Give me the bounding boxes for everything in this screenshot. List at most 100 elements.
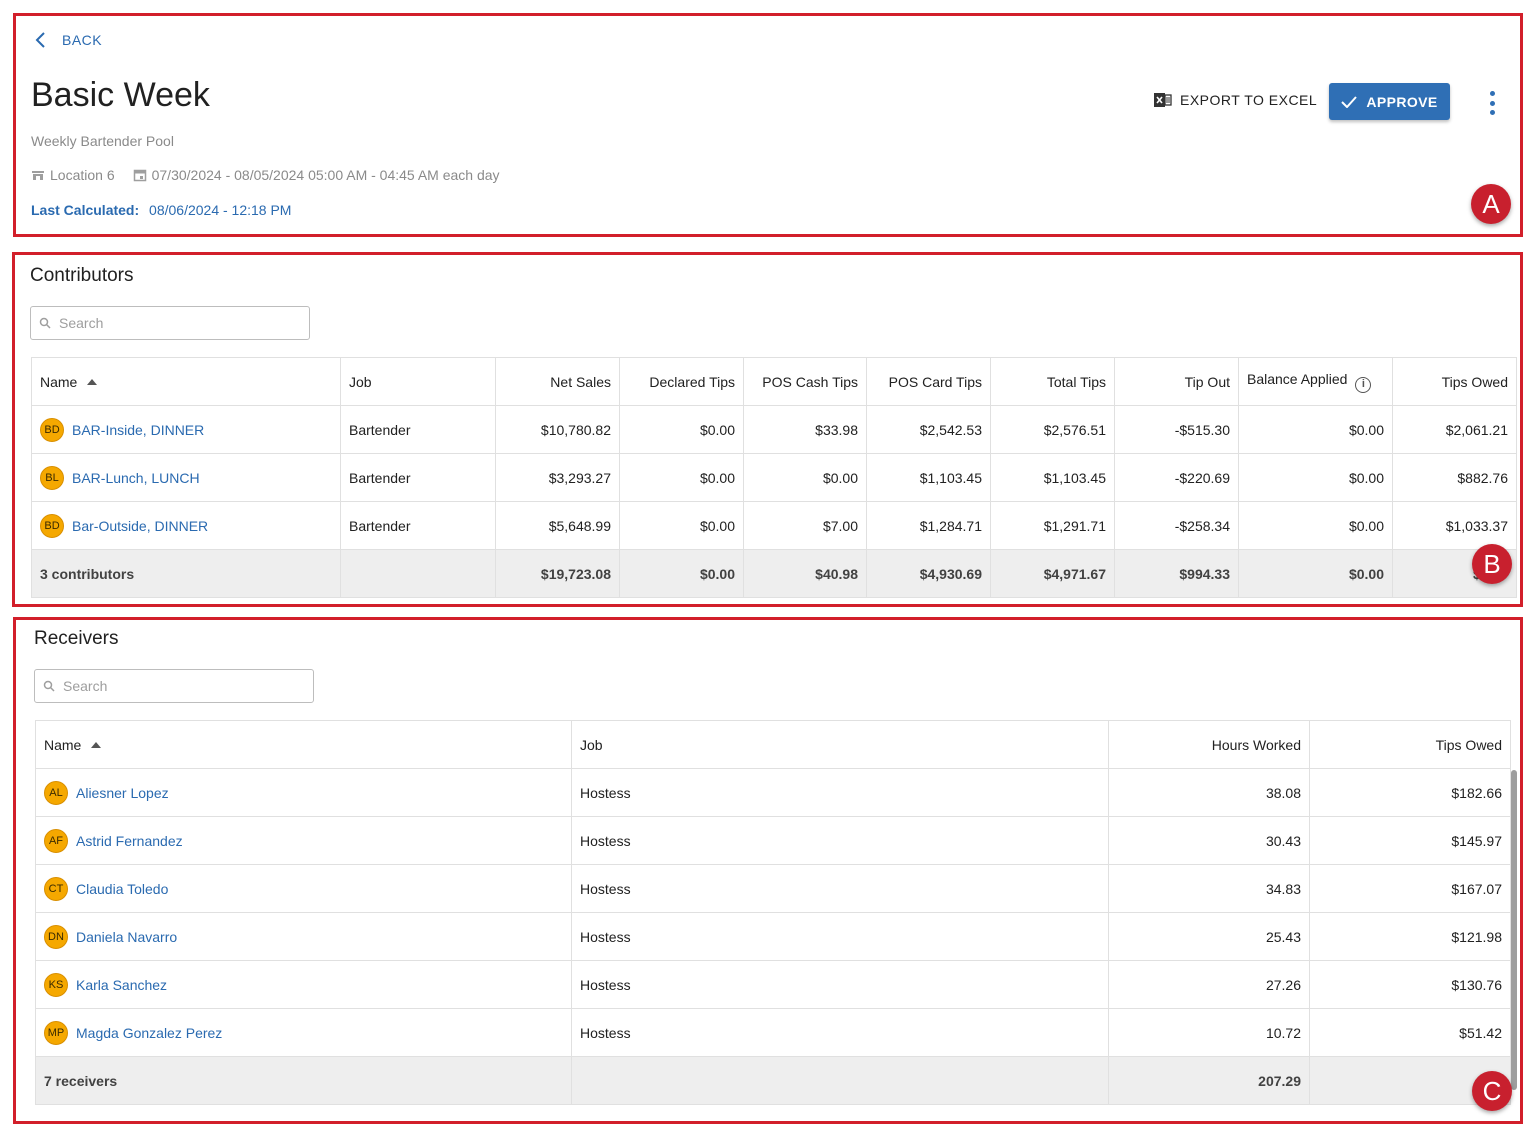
job-cell: Hostess xyxy=(571,1008,1109,1057)
avatar: BD xyxy=(40,417,64,442)
tips-owed-cell: $167.07 xyxy=(1309,864,1511,913)
total-balance-applied: $0.00 xyxy=(1238,549,1393,598)
contributors-search-input[interactable] xyxy=(59,315,289,331)
contributors-header-row: Name Job Net Sales Declared Tips POS Cas… xyxy=(31,357,1517,406)
person-name-link[interactable]: Aliesner Lopez xyxy=(76,784,169,801)
balance-applied-cell: $0.00 xyxy=(1238,501,1393,550)
person-name-link[interactable]: Daniela Navarro xyxy=(76,928,178,945)
tips-owed-cell: $130.76 xyxy=(1309,960,1511,1009)
person-name-link[interactable]: Bar-Outside, DINNER xyxy=(72,517,209,534)
page-subtitle: Weekly Bartender Pool xyxy=(31,133,174,149)
date-range-text: 07/30/2024 - 08/05/2024 05:00 AM - 04:45… xyxy=(151,167,500,183)
tip-out-cell: -$220.69 xyxy=(1114,453,1239,502)
person-name-link[interactable]: BAR-Lunch, LUNCH xyxy=(72,469,200,486)
totals-job-cell xyxy=(340,549,496,598)
table-row[interactable]: MP Magda Gonzalez Perez Hostess 10.72 $51.42 xyxy=(35,1008,1511,1057)
receivers-header-row: Name Job Hours Worked Tips Owed xyxy=(35,720,1511,769)
hours-worked-cell: 34.83 xyxy=(1108,864,1310,913)
hours-worked-cell: 38.08 xyxy=(1108,768,1310,817)
column-header-pos-cash-tips[interactable]: POS Cash Tips xyxy=(743,357,867,406)
chevron-left-icon xyxy=(35,32,45,48)
hours-worked-cell: 25.43 xyxy=(1108,912,1310,961)
column-header-name[interactable]: Name xyxy=(35,720,572,769)
column-header-tips-owed[interactable]: Tips Owed xyxy=(1392,357,1517,406)
column-header-tip-out[interactable]: Tip Out xyxy=(1114,357,1239,406)
contributors-title: Contributors xyxy=(30,265,134,286)
person-name-link[interactable]: Claudia Toledo xyxy=(76,880,169,897)
table-row[interactable]: CT Claudia Toledo Hostess 34.83 $167.07 xyxy=(35,864,1511,913)
column-header-balance-applied[interactable]: Balance Applied i xyxy=(1238,357,1393,406)
table-row[interactable]: BD Bar-Outside, DINNER Bartender $5,648.99 $… xyxy=(31,501,1517,550)
hours-worked-cell: 27.26 xyxy=(1108,960,1310,1009)
declared-tips-cell: $0.00 xyxy=(619,501,744,550)
avatar: DN xyxy=(44,924,68,949)
contributors-search[interactable] xyxy=(30,306,310,340)
receivers-section: Receivers Name Job Hours Worked Tips Owe… xyxy=(13,617,1523,1124)
search-icon xyxy=(39,317,51,329)
column-header-job[interactable]: Job xyxy=(571,720,1109,769)
job-cell: Hostess xyxy=(571,864,1109,913)
receivers-search[interactable] xyxy=(34,669,314,703)
search-icon xyxy=(43,680,55,692)
callout-badge-a: A xyxy=(1471,184,1511,224)
pos-card-tips-cell: $2,542.53 xyxy=(866,405,991,454)
totals-job-cell xyxy=(571,1056,1109,1105)
excel-icon xyxy=(1154,93,1172,107)
pos-card-tips-cell: $1,284.71 xyxy=(866,501,991,550)
total-pos-card-tips: $4,930.69 xyxy=(866,549,991,598)
name-cell: BD Bar-Outside, DINNER xyxy=(31,501,341,550)
name-cell: BL BAR-Lunch, LUNCH xyxy=(31,453,341,502)
receivers-title: Receivers xyxy=(34,628,119,649)
page-title: Basic Week xyxy=(31,76,210,114)
tips-owed-cell: $121.98 xyxy=(1309,912,1511,961)
total-net-sales: $19,723.08 xyxy=(495,549,620,598)
column-header-net-sales[interactable]: Net Sales xyxy=(495,357,620,406)
info-icon[interactable]: i xyxy=(1355,376,1372,393)
tips-owed-cell: $182.66 xyxy=(1309,768,1511,817)
column-header-hours-worked[interactable]: Hours Worked xyxy=(1108,720,1310,769)
person-name-link[interactable]: Karla Sanchez xyxy=(76,976,168,993)
calendar-icon xyxy=(133,169,146,182)
avatar: BD xyxy=(40,513,64,538)
export-to-excel-button[interactable]: EXPORT TO EXCEL xyxy=(1154,92,1317,108)
table-row[interactable]: KS Karla Sanchez Hostess 27.26 $130.76 xyxy=(35,960,1511,1009)
store-icon xyxy=(32,171,44,180)
name-cell: KS Karla Sanchez xyxy=(35,960,572,1009)
pos-cash-tips-cell: $7.00 xyxy=(743,501,867,550)
approve-label: APPROVE xyxy=(1366,93,1438,110)
column-header-name[interactable]: Name xyxy=(31,357,341,406)
total-tips-cell: $1,103.45 xyxy=(990,453,1115,502)
total-tips-cell: $2,576.51 xyxy=(990,405,1115,454)
callout-badge-b: B xyxy=(1472,544,1512,584)
more-options-icon[interactable] xyxy=(1484,88,1500,118)
column-header-job[interactable]: Job xyxy=(340,357,496,406)
column-header-declared-tips[interactable]: Declared Tips xyxy=(619,357,744,406)
receivers-scrollbar[interactable] xyxy=(1511,770,1517,1090)
hours-worked-cell: 10.72 xyxy=(1108,1008,1310,1057)
back-button[interactable]: BACK xyxy=(34,32,102,48)
name-cell: DN Daniela Navarro xyxy=(35,912,572,961)
table-row[interactable]: AL Aliesner Lopez Hostess 38.08 $182.66 xyxy=(35,768,1511,817)
balance-applied-cell: $0.00 xyxy=(1238,453,1393,502)
sort-ascending-icon xyxy=(91,741,102,748)
person-name-link[interactable]: BAR-Inside, DINNER xyxy=(72,421,205,438)
job-cell: Bartender xyxy=(340,453,496,502)
person-name-link[interactable]: Magda Gonzalez Perez xyxy=(76,1024,223,1041)
person-name-link[interactable]: Astrid Fernandez xyxy=(76,832,183,849)
receivers-search-input[interactable] xyxy=(63,678,293,694)
column-header-pos-card-tips[interactable]: POS Card Tips xyxy=(866,357,991,406)
table-row[interactable]: AF Astrid Fernandez Hostess 30.43 $145.97 xyxy=(35,816,1511,865)
table-row[interactable]: BD BAR-Inside, DINNER Bartender $10,780.82 $… xyxy=(31,405,1517,454)
total-declared-tips: $0.00 xyxy=(619,549,744,598)
callout-badge-c: C xyxy=(1472,1071,1512,1111)
export-label: EXPORT TO EXCEL xyxy=(1180,92,1318,108)
table-row[interactable]: BL BAR-Lunch, LUNCH Bartender $3,293.27 $0.0… xyxy=(31,453,1517,502)
column-header-total-tips[interactable]: Total Tips xyxy=(990,357,1115,406)
tips-owed-cell: $2,061.21 xyxy=(1392,405,1517,454)
table-row[interactable]: DN Daniela Navarro Hostess 25.43 $121.98 xyxy=(35,912,1511,961)
job-cell: Hostess xyxy=(571,768,1109,817)
column-header-tips-owed[interactable]: Tips Owed xyxy=(1309,720,1511,769)
totals-label: 7 receivers xyxy=(35,1056,572,1105)
approve-button[interactable]: APPROVE xyxy=(1329,83,1450,120)
